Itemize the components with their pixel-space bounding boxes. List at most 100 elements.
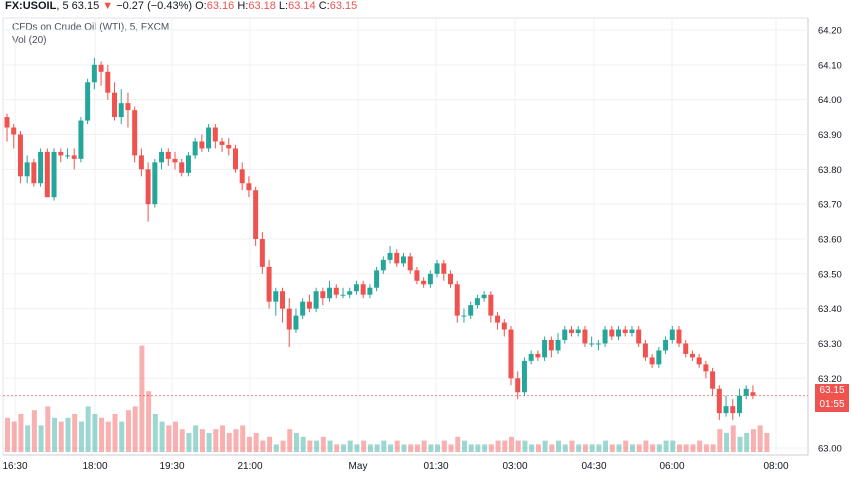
- candle-body: [64, 155, 70, 157]
- volume-bar: [394, 440, 400, 452]
- candle-body: [575, 329, 581, 334]
- candle-body: [374, 270, 380, 288]
- candle-body: [152, 162, 158, 205]
- y-tick-label: 63.60: [818, 234, 842, 245]
- low-value: 63.14: [288, 0, 316, 12]
- volume-bar: [475, 444, 481, 452]
- candle-body: [616, 329, 622, 337]
- volume-bar: [757, 425, 763, 452]
- change-value: −0.27 (−0.43%): [116, 0, 193, 12]
- volume-bar: [616, 444, 622, 452]
- candle-body: [542, 339, 548, 358]
- volume-bar: [240, 425, 246, 452]
- symbol-name: FX:USOIL: [5, 0, 57, 12]
- candle-body: [172, 158, 178, 163]
- volume-bar: [690, 444, 696, 452]
- volume-bar: [65, 417, 71, 452]
- candle-body: [259, 238, 265, 267]
- plot-frame: [2, 17, 809, 456]
- candle-body: [495, 315, 501, 323]
- volume-bar: [226, 433, 232, 452]
- volume-bar: [663, 440, 669, 452]
- volume-bar: [173, 421, 178, 452]
- candle-body: [461, 315, 467, 317]
- candle-body: [629, 329, 635, 334]
- candle-body: [125, 103, 131, 111]
- volume-bar: [468, 444, 474, 452]
- volume-bar: [529, 444, 535, 452]
- candle-body: [112, 92, 118, 118]
- candle-body: [280, 291, 286, 309]
- volume-bar: [549, 444, 555, 452]
- volume-bar: [683, 444, 689, 452]
- candle-body: [219, 141, 225, 145]
- volume-bar: [724, 433, 730, 452]
- volume-bar: [206, 433, 212, 452]
- volume-bar: [522, 440, 528, 452]
- candle-body: [689, 353, 695, 358]
- volume-bar: [609, 444, 615, 452]
- volume-bar: [589, 444, 595, 452]
- volume-bar: [381, 440, 387, 452]
- y-tick-label: 64.20: [818, 26, 842, 37]
- x-tick-label: 08:00: [763, 461, 788, 472]
- volume-bar: [112, 414, 118, 452]
- candle-body: [730, 406, 736, 414]
- volume-bar: [85, 406, 91, 452]
- volume-bar: [280, 440, 286, 452]
- y-tick-label: 63.20: [818, 374, 842, 385]
- candle-body: [683, 343, 689, 354]
- volume-bar: [92, 414, 98, 452]
- volume-legend: Vol (20): [12, 35, 47, 46]
- volume-bar: [421, 440, 427, 452]
- candle-body: [118, 103, 124, 118]
- volume-bar: [38, 425, 44, 452]
- candle-body: [663, 339, 669, 351]
- volume-bar: [488, 444, 494, 452]
- volume-bar: [596, 444, 602, 452]
- close-value: 63.15: [329, 0, 358, 12]
- volume-bar: [273, 444, 279, 452]
- y-tick-label: 63.80: [818, 165, 842, 176]
- volume-bar: [45, 406, 51, 452]
- candle-body: [293, 315, 299, 330]
- y-tick-label: 63.50: [818, 269, 842, 280]
- candle-body: [192, 141, 198, 156]
- volume-bar: [542, 440, 548, 452]
- volume-bar: [495, 440, 501, 452]
- volume-bar: [72, 414, 78, 452]
- volume-bar: [78, 421, 84, 452]
- volume-bar: [58, 421, 64, 452]
- volume-bar: [643, 440, 649, 452]
- low-label: L:: [278, 0, 289, 12]
- volume-bar: [139, 345, 145, 452]
- candle-body: [488, 294, 494, 316]
- candle-body: [582, 329, 588, 344]
- candle-body: [468, 305, 474, 316]
- volume-bar: [334, 444, 340, 452]
- volume-bar: [25, 425, 31, 452]
- candle-body: [548, 339, 554, 351]
- y-tick-label: 63.00: [818, 443, 842, 454]
- candle-body: [743, 388, 749, 396]
- volume-bar: [361, 440, 367, 452]
- candle-body: [562, 329, 568, 340]
- candle-body: [353, 284, 359, 292]
- candle-body: [246, 183, 252, 191]
- candle-body: [474, 298, 480, 306]
- volume-bar: [502, 440, 508, 452]
- candle-body: [226, 144, 232, 149]
- volume-bar: [179, 429, 185, 452]
- candle-body: [595, 343, 601, 345]
- volume-bar: [132, 406, 138, 452]
- candle-body: [273, 291, 279, 302]
- candle-body: [669, 329, 675, 340]
- volume-bar: [650, 444, 656, 452]
- candle-body: [306, 301, 312, 309]
- volume-bar: [461, 440, 467, 452]
- candle-body: [555, 339, 561, 351]
- volume-bar: [293, 433, 299, 452]
- volume-bar: [697, 440, 703, 452]
- volume-bar: [710, 444, 716, 452]
